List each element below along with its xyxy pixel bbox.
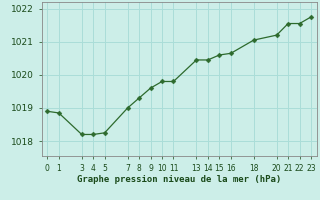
X-axis label: Graphe pression niveau de la mer (hPa): Graphe pression niveau de la mer (hPa) [77, 175, 281, 184]
